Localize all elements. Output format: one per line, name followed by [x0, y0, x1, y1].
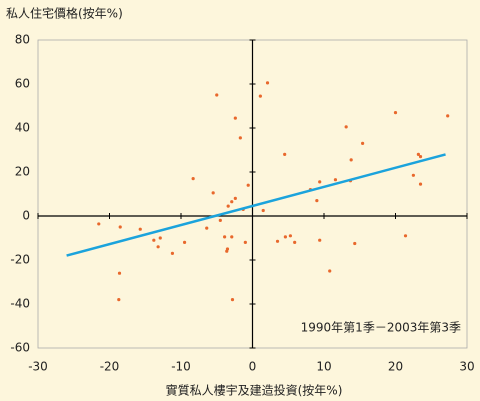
point	[318, 238, 322, 242]
point	[288, 234, 292, 238]
point	[275, 239, 280, 243]
chart-title: 私人住宅價格(按年%)	[6, 6, 123, 21]
x-tick-label: -30	[28, 360, 48, 374]
point	[344, 125, 348, 129]
point	[233, 196, 237, 200]
point	[418, 182, 423, 186]
y-tick-label: 20	[15, 165, 30, 179]
point	[349, 158, 353, 162]
point	[393, 111, 398, 115]
point	[230, 200, 234, 204]
point	[416, 152, 420, 156]
point	[261, 208, 265, 213]
point	[118, 225, 122, 229]
x-tick-label: 10	[316, 360, 331, 374]
y-tick-label: -20	[10, 253, 30, 267]
point	[446, 114, 450, 118]
point	[293, 240, 297, 244]
point	[283, 235, 287, 239]
x-tick-label: 30	[459, 360, 474, 374]
point	[403, 234, 408, 238]
point	[205, 226, 209, 230]
y-tick-label: 40	[15, 121, 30, 135]
point	[225, 247, 230, 251]
point	[418, 155, 423, 159]
point	[215, 93, 219, 97]
point	[182, 240, 187, 244]
y-tick-label: 60	[15, 77, 30, 91]
point	[246, 183, 250, 187]
point	[258, 94, 262, 98]
x-tick-label: -20	[100, 360, 120, 374]
point	[158, 236, 162, 240]
point	[230, 298, 235, 302]
point	[353, 241, 357, 246]
point	[318, 180, 322, 184]
point	[211, 191, 215, 195]
point	[170, 251, 175, 255]
point	[117, 271, 122, 275]
point	[238, 136, 242, 140]
y-tick-label: -40	[10, 297, 30, 311]
point	[218, 218, 222, 222]
point	[265, 81, 270, 85]
point	[328, 269, 332, 273]
y-tick-label: 80	[15, 33, 30, 47]
y-tick-label: -60	[10, 341, 30, 355]
x-tick-label: -10	[171, 360, 191, 374]
point	[243, 240, 247, 244]
point	[411, 173, 415, 177]
point	[230, 235, 234, 239]
point	[233, 116, 237, 120]
point	[223, 235, 227, 239]
point	[191, 177, 195, 181]
point	[283, 152, 287, 156]
point	[361, 141, 365, 145]
x-tick-label: 20	[388, 360, 403, 374]
point	[315, 199, 319, 203]
point	[333, 178, 338, 182]
point	[97, 222, 101, 226]
x-tick-label: 0	[249, 360, 257, 374]
y-tick-label: 0	[22, 209, 30, 223]
x-axis-label: 實質私人樓宇及建造投資(按年%)	[166, 383, 343, 398]
annotation: 1990年第1季－2003年第3季	[301, 321, 461, 335]
fit-line	[66, 153, 446, 257]
point	[152, 238, 156, 242]
point	[226, 204, 230, 208]
point	[138, 227, 142, 231]
point	[117, 298, 121, 302]
point	[156, 245, 160, 249]
